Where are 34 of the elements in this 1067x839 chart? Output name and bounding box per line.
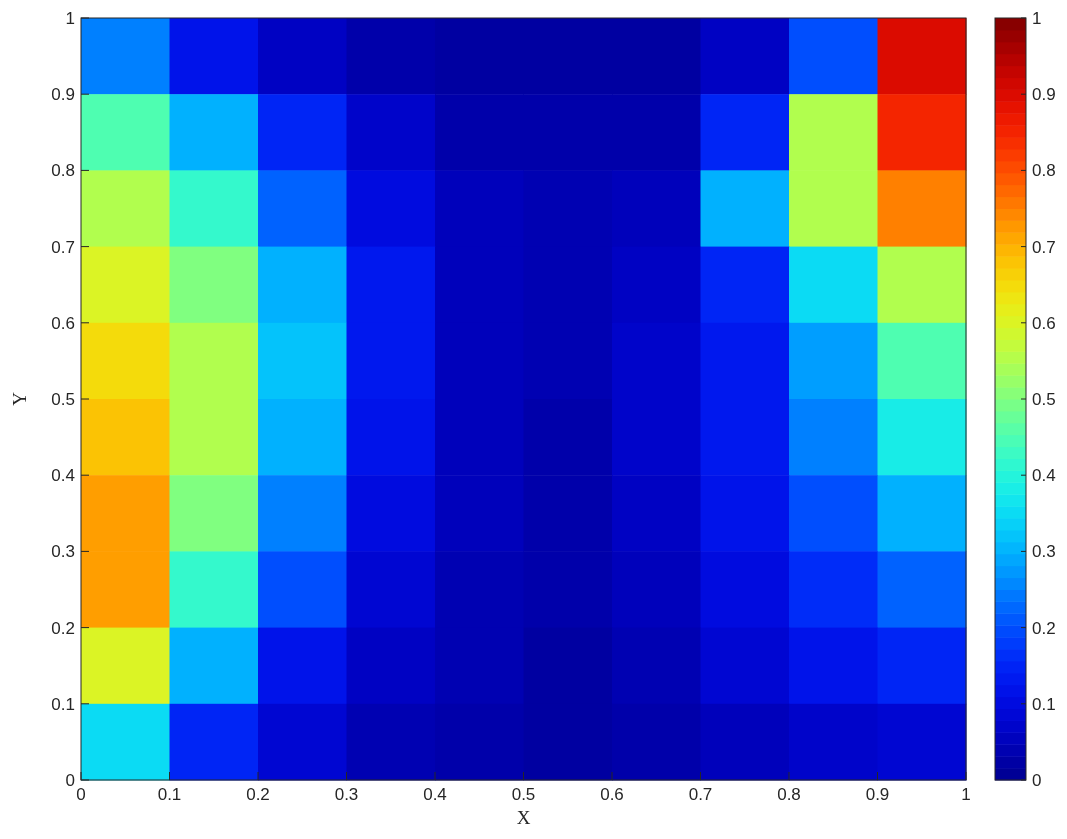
color-bar-label: 0.2: [1032, 618, 1056, 638]
color-bar-label: 0.5: [1032, 390, 1056, 409]
y-tick-label: 0.5: [51, 390, 75, 409]
color-bar-label: 0.1: [1032, 694, 1056, 714]
x-tick-label: 0.5: [511, 785, 536, 804]
y-tick-label: 0.4: [51, 466, 75, 486]
y-tick-label: 1: [65, 9, 75, 28]
x-tick-label: 0.1: [157, 785, 182, 804]
color-bar-label: 0.4: [1032, 466, 1056, 486]
y-tick-label: 0.3: [51, 542, 75, 562]
y-tick-label: 0.6: [51, 313, 75, 333]
x-tick-label: 0.3: [334, 785, 359, 804]
color-bar-label: 0.6: [1032, 313, 1056, 333]
color-bar-label: 0: [1032, 771, 1042, 790]
x-tick-label: 0.7: [688, 785, 713, 804]
x-axis-title: X: [516, 807, 531, 828]
y-tick-label: 0.9: [51, 85, 75, 105]
x-tick-label: 0.4: [423, 785, 447, 804]
x-tick-label: 0.6: [600, 785, 624, 804]
x-tick-label: 0.2: [246, 785, 270, 804]
y-tick-label: 0: [65, 771, 75, 790]
color-bar-label: 0.8: [1032, 161, 1056, 181]
y-tick-label: 0.2: [51, 618, 75, 638]
color-bar-label: 0.7: [1032, 237, 1056, 257]
color-bar-label: 0.3: [1032, 542, 1056, 562]
x-tick-label: 0.8: [777, 785, 801, 804]
y-tick-label: 0.8: [51, 161, 75, 181]
color-bar-label: 1: [1032, 9, 1042, 28]
x-tick-label: 0.9: [865, 785, 890, 804]
y-axis-title: Y: [9, 391, 30, 406]
color-bar-label: 0.9: [1032, 85, 1056, 105]
y-tick-label: 0.1: [51, 694, 75, 714]
x-tick-label: 1: [961, 785, 971, 804]
y-tick-label: 0.7: [51, 237, 75, 257]
